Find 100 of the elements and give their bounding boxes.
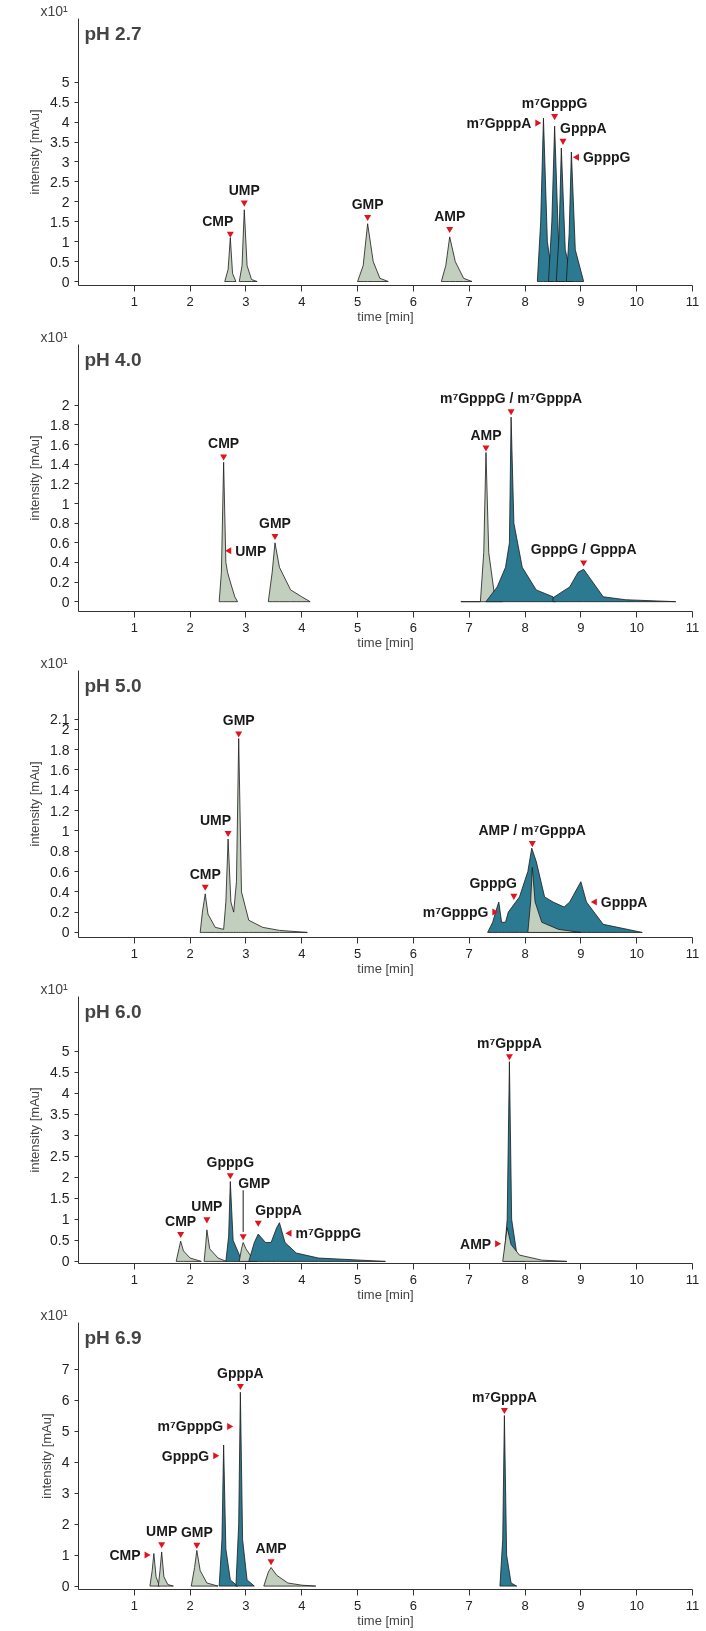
text: x10¹	[40, 328, 69, 345]
x-tick-label: 2	[186, 619, 194, 635]
y-tick-label: 1.6	[50, 436, 70, 453]
annotation: GMP	[351, 195, 384, 212]
x-tick-label: 9	[577, 1597, 585, 1613]
y-tick-label: 0	[61, 1578, 70, 1595]
x-axis-title: time [min]	[357, 1286, 414, 1302]
x-tick-label: 9	[577, 1271, 585, 1287]
y-tick-label: 3.5	[50, 134, 70, 151]
y-tick-label: 0.2	[50, 904, 70, 921]
annotation: m⁷GpppG	[521, 95, 588, 112]
annotation: m⁷GpppG / m⁷GpppA	[439, 390, 583, 407]
annotation: m⁷GpppG	[295, 1225, 362, 1242]
annotation: CMP	[189, 865, 221, 882]
y-tick-label: 0.4	[50, 554, 70, 571]
x-tick-label: 9	[577, 293, 585, 309]
x-tick-label: 1	[130, 1597, 138, 1613]
chart-title: pH 6.0	[84, 1000, 142, 1022]
y-tick-label: 2.5	[50, 1148, 70, 1165]
y-tick-label: 2	[61, 397, 70, 414]
y-tick-label: 0.6	[50, 863, 70, 880]
annotation: m⁷GpppG	[157, 1418, 224, 1435]
y-tick-label: 1	[61, 822, 70, 839]
x-tick-label: 11	[685, 945, 700, 961]
annotation: CMP	[208, 435, 240, 452]
y-tick-label: 1.5	[50, 1190, 70, 1207]
y-tick-label: 0.8	[50, 843, 70, 860]
text: x10¹	[40, 1306, 69, 1323]
annotation: AMP	[460, 1235, 492, 1252]
annotation: AMP	[434, 207, 466, 224]
annotation: m⁷GpppA	[471, 1388, 537, 1405]
y-tick-label: 3.5	[50, 1106, 70, 1123]
annotation: AMP	[255, 1540, 287, 1557]
x-tick-label: 6	[409, 293, 418, 309]
annotation: m⁷GpppA	[466, 114, 532, 131]
annotation: GpppG	[582, 149, 631, 166]
annotation: UMP	[199, 811, 232, 828]
x-tick-label: 4	[298, 293, 306, 309]
y-tick-label: 2	[61, 1169, 70, 1186]
y-tick-label: 0	[61, 593, 70, 610]
y-tick-label: 1.5	[50, 213, 70, 230]
annotation: CMP	[202, 212, 234, 229]
x-tick-label: 8	[521, 619, 529, 635]
y-tick-label: 4.5	[50, 1064, 70, 1081]
x-tick-label: 6	[409, 1597, 418, 1613]
x-tick-label: 4	[298, 945, 306, 961]
y-axis-title: intensity [mAu]	[27, 435, 43, 521]
y-tick-label: 1	[61, 1211, 70, 1228]
chart-title: pH 2.7	[84, 22, 142, 44]
x-tick-label: 4	[298, 1597, 306, 1613]
x-tick-label: 5	[353, 945, 362, 961]
x-tick-label: 7	[465, 1271, 473, 1287]
x-tick-label: 8	[521, 1271, 529, 1287]
x-tick-label: 11	[685, 1271, 700, 1287]
x-tick-label: 8	[521, 1597, 529, 1613]
y-tick-label: 4.5	[50, 94, 70, 111]
y-tick-label: 1.4	[50, 782, 70, 799]
x-tick-label: 1	[130, 293, 138, 309]
y-tick-label: 1.8	[50, 741, 70, 758]
x-tick-label: 3	[242, 293, 250, 309]
annotation: CMP	[109, 1547, 141, 1564]
y-axis-title: intensity [mAu]	[27, 109, 43, 195]
y-tick-label: 1.6	[50, 761, 70, 778]
annotation: AMP / m⁷GpppA	[478, 822, 586, 839]
y-tick-label: 1.2	[50, 802, 70, 819]
x-tick-label: 2	[186, 1271, 194, 1287]
annotation: GpppA	[217, 1365, 264, 1382]
y-tick-label: 5	[61, 1043, 70, 1060]
y-axis-title: intensity [mAu]	[27, 1087, 43, 1173]
y-tick-label: 0.5	[50, 253, 70, 270]
y-tick-label: 3	[61, 1485, 70, 1502]
annotation: m⁷GpppA	[476, 1035, 542, 1052]
y-tick-label: 1.4	[50, 456, 70, 473]
annotation: GpppG / GpppA	[530, 541, 637, 558]
y-tick-label: 3	[61, 153, 70, 170]
annotation: GMP	[180, 1523, 213, 1540]
y-tick-label: 5	[61, 74, 70, 91]
x-axis-title: time [min]	[357, 1612, 414, 1628]
y-tick-label: 1	[61, 233, 70, 250]
x-tick-label: 5	[353, 1597, 362, 1613]
x-tick-label: 5	[353, 293, 362, 309]
x-tick-label: 7	[465, 945, 473, 961]
y-tick-label: 2	[61, 193, 70, 210]
x-tick-label: 4	[298, 1271, 306, 1287]
y-tick-label: 0	[61, 273, 70, 290]
x-tick-label: 10	[629, 945, 644, 961]
y-tick-label: 6	[61, 1392, 70, 1409]
annotation: GpppG	[161, 1447, 210, 1464]
x-tick-label: 7	[465, 1597, 473, 1613]
x-tick-label: 6	[409, 619, 418, 635]
x-axis-title: time [min]	[357, 960, 414, 976]
annotation: GpppA	[600, 893, 648, 910]
annotation: GpppA	[255, 1201, 302, 1218]
annotation: UMP	[146, 1523, 178, 1540]
x-tick-label: 4	[298, 619, 306, 635]
x-tick-label: 5	[353, 1271, 362, 1287]
x-tick-label: 7	[465, 293, 473, 309]
x-tick-label: 10	[629, 1271, 644, 1287]
y-tick-label: 0.8	[50, 515, 70, 532]
y-tick-label: 1.8	[50, 416, 70, 433]
